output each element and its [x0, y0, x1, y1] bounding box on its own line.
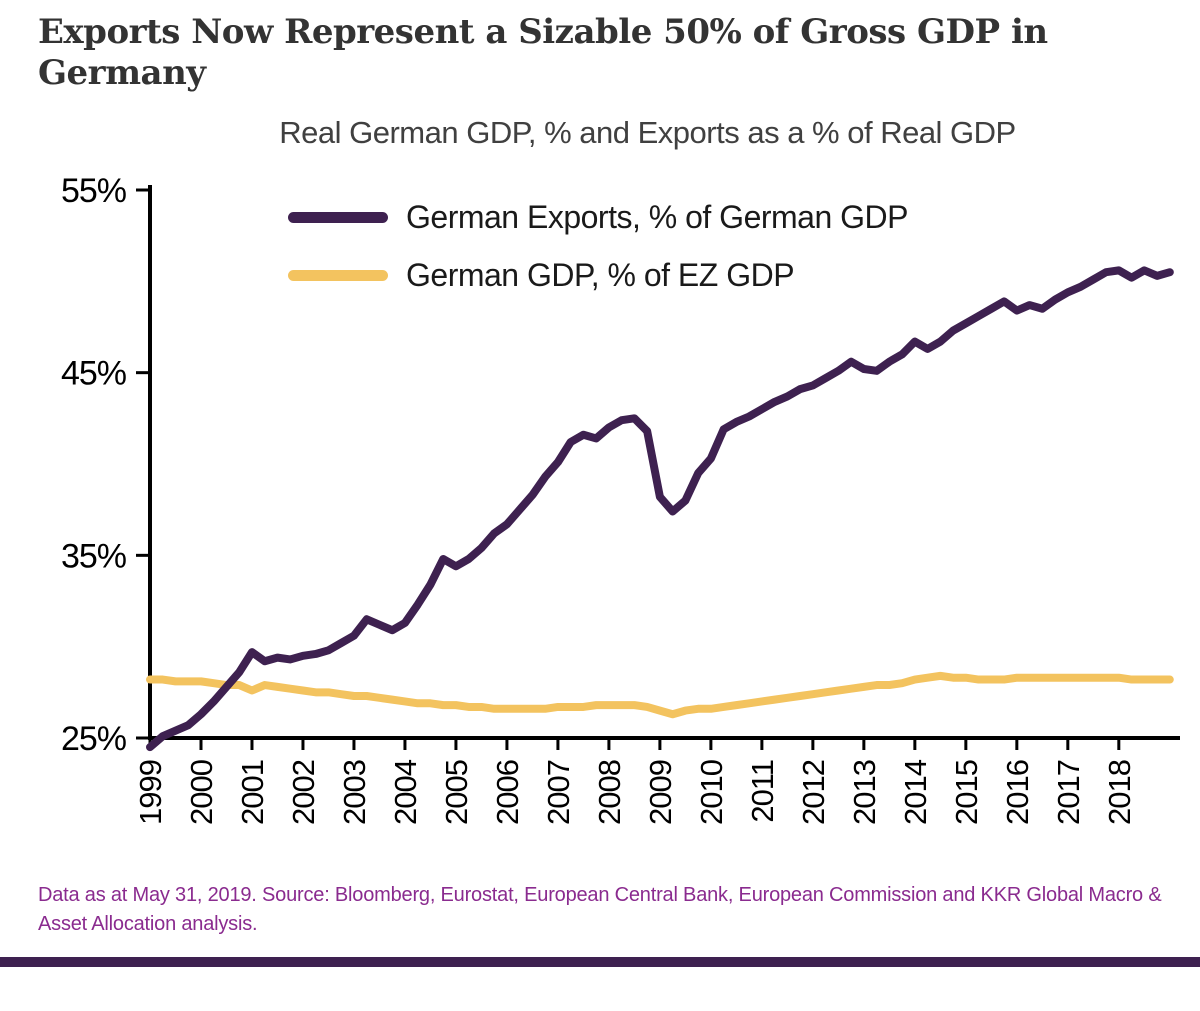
svg-text:2013: 2013	[847, 760, 882, 825]
source-note: Data as at May 31, 2019. Source: Bloombe…	[38, 883, 1162, 935]
svg-text:2002: 2002	[286, 760, 321, 825]
chart-legend: German Exports, % of German GDP German G…	[288, 199, 909, 317]
svg-text:35%: 35%	[61, 537, 127, 575]
svg-text:2012: 2012	[796, 760, 831, 825]
svg-text:2005: 2005	[439, 760, 474, 825]
svg-text:2010: 2010	[694, 759, 729, 825]
svg-text:2017: 2017	[1051, 760, 1086, 825]
legend-swatch-exports-line	[288, 212, 388, 224]
chart-subtitle: Real German GDP, % and Exports as a % of…	[279, 114, 1016, 150]
svg-text:45%: 45%	[61, 355, 127, 393]
svg-text:2006: 2006	[490, 760, 525, 825]
legend-item-exports: German Exports, % of German GDP	[288, 199, 909, 236]
svg-text:55%: 55%	[61, 172, 127, 210]
svg-text:1999: 1999	[133, 760, 168, 825]
chart: 55% 45% 35% 25% 1999 2000 2001 2002 2003 2004 2005…	[0, 165, 1200, 855]
svg-text:2011: 2011	[745, 760, 780, 823]
svg-text:2003: 2003	[337, 760, 372, 825]
svg-text:2018: 2018	[1102, 760, 1137, 825]
svg-text:2001: 2001	[235, 760, 270, 825]
legend-item-gdp: German GDP, % of EZ GDP	[288, 257, 908, 294]
svg-text:2014: 2014	[898, 759, 933, 825]
svg-text:2008: 2008	[592, 760, 627, 825]
legend-label-exports: German Exports, % of German GDP	[406, 199, 909, 236]
legend-swatch-gdp-line	[288, 270, 388, 282]
svg-text:2004: 2004	[388, 759, 423, 825]
page-title: Exports Now Represent a Sizable 50% of G…	[38, 12, 1048, 94]
svg-text:2009: 2009	[643, 760, 678, 825]
bottom-rule	[0, 956, 1200, 967]
svg-text:2000: 2000	[184, 759, 219, 825]
svg-text:2007: 2007	[541, 760, 576, 825]
svg-text:25%: 25%	[61, 720, 127, 758]
svg-text:2015: 2015	[949, 760, 984, 825]
legend-label-gdp: German GDP, % of EZ GDP	[406, 257, 795, 294]
chart-canvas: 55% 45% 35% 25%1999 2000 2001 2002 2003 2004 2005…	[61, 172, 1180, 825]
svg-text:2016: 2016	[1000, 760, 1035, 825]
